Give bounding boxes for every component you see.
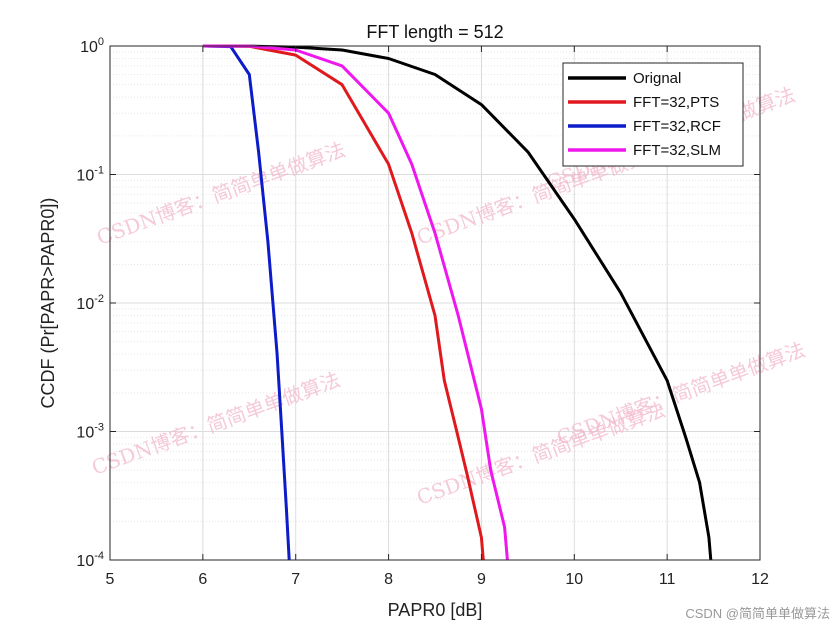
y-tick-label: 10-4 [76, 550, 104, 570]
series-line [202, 44, 291, 561]
x-tick-label: 7 [291, 571, 300, 588]
legend-label: FFT=32,PTS [633, 94, 719, 111]
series-line [202, 44, 485, 561]
source-credit: CSDN @简简单单做算法 [685, 606, 830, 621]
y-axis-label: CCDF (Pr[PAPR>PAPR0]) [38, 198, 58, 409]
legend: Orignal FFT=32,PTS FFT=32,RCF FFT=32,SLM [562, 62, 744, 167]
x-tick-label: 10 [565, 571, 583, 588]
y-tick-label: 10-1 [76, 165, 104, 185]
y-tick-label: 10-3 [76, 422, 104, 442]
series-line [202, 44, 509, 561]
x-tick-label: 12 [751, 571, 769, 588]
x-tick-label: 6 [198, 571, 207, 588]
legend-label: FFT=32,RCF [633, 118, 721, 135]
legend-label: Orignal [633, 70, 681, 87]
x-tick-label: 9 [477, 571, 486, 588]
x-tick-label: 11 [659, 571, 676, 588]
chart-title: FFT length = 512 [366, 22, 503, 42]
x-tick-label: 5 [106, 571, 115, 588]
x-axis-label: PAPR0 [dB] [388, 600, 483, 620]
x-tick-label: 8 [384, 571, 393, 588]
y-tick-label: 100 [80, 36, 104, 56]
legend-label: FFT=32,SLM [633, 142, 721, 159]
y-tick-label: 10-2 [76, 293, 104, 313]
series-line [202, 44, 713, 561]
